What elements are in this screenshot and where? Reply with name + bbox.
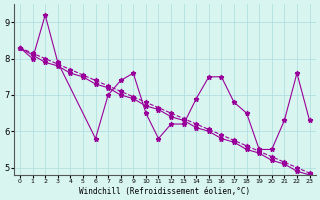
X-axis label: Windchill (Refroidissement éolien,°C): Windchill (Refroidissement éolien,°C) — [79, 187, 250, 196]
